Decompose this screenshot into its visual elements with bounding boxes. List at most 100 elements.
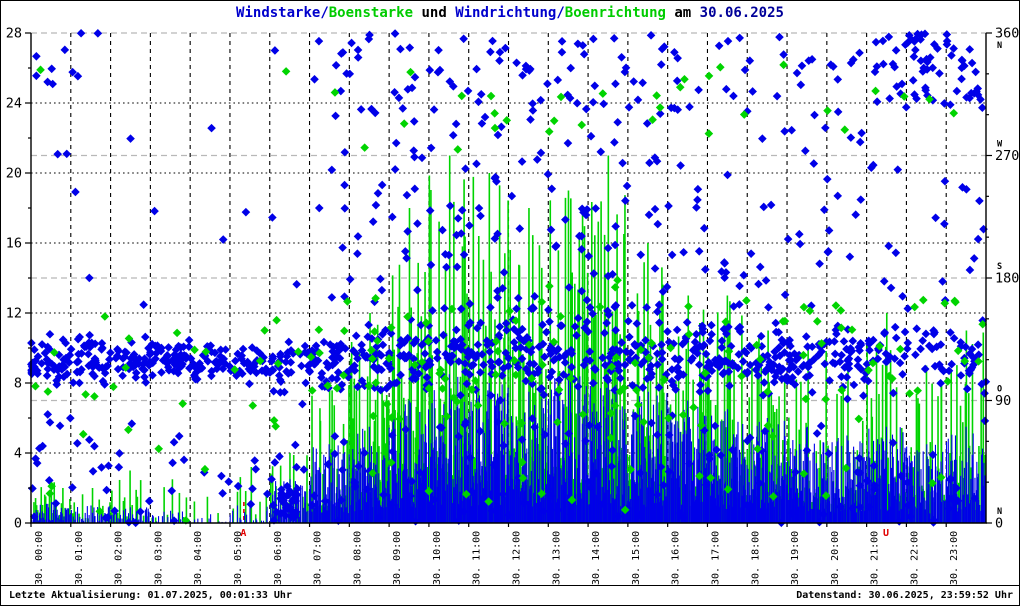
- wind-direction-point: [936, 378, 945, 388]
- wind-direction-point: [85, 330, 94, 340]
- wind-direction-point: [588, 97, 598, 107]
- wind-direction-point: [241, 207, 251, 217]
- wind-direction-point: [723, 36, 733, 46]
- wind-direction-point: [766, 200, 776, 210]
- wind-direction-point: [792, 68, 802, 78]
- wind-direction-point: [807, 388, 817, 397]
- wind-direction-point: [610, 138, 619, 147]
- wind-direction-point: [532, 155, 542, 164]
- gust-direction-point: [545, 281, 554, 291]
- wind-direction-point: [338, 243, 347, 252]
- wind-direction-point: [885, 94, 894, 103]
- wind-direction-point: [625, 332, 634, 342]
- wind-direction-point: [971, 67, 980, 77]
- wind-direction-point: [780, 290, 790, 300]
- gust-direction-point: [502, 116, 512, 125]
- wind-direction-point: [331, 60, 341, 70]
- wind-direction-point: [353, 53, 363, 62]
- left-axis-label-16: 16: [6, 236, 22, 252]
- x-axis-label-17: 30. 17:00: [710, 531, 721, 585]
- wind-direction-point: [581, 104, 591, 114]
- wind-direction-point: [952, 86, 962, 96]
- wind-direction-point: [685, 102, 694, 112]
- gust-direction-point: [577, 120, 587, 130]
- wind-direction-point: [843, 394, 852, 404]
- gust-direction-point: [913, 386, 922, 395]
- gust-direction-point: [821, 394, 831, 404]
- wind-direction-point: [962, 384, 972, 394]
- wind-direction-point: [440, 303, 449, 313]
- wind-direction-point: [429, 105, 439, 114]
- gust-direction-point: [871, 86, 880, 96]
- wind-direction-point: [75, 378, 84, 388]
- gust-direction-point: [314, 325, 324, 335]
- wind-direction-point: [269, 386, 278, 396]
- gust-direction-point: [549, 116, 559, 126]
- wind-direction-point: [115, 449, 124, 458]
- wind-direction-point: [650, 204, 660, 214]
- wind-direction-point: [314, 36, 324, 46]
- wind-direction-point: [73, 439, 82, 448]
- wind-direction-point: [495, 56, 504, 65]
- wind-direction-point: [398, 104, 408, 113]
- wind-direction-point: [459, 34, 468, 44]
- wind-direction-point: [104, 461, 113, 471]
- wind-direction-point: [714, 41, 724, 51]
- wind-direction-point: [368, 217, 378, 227]
- wind-direction-point: [912, 324, 922, 333]
- wind-direction-point: [351, 331, 361, 341]
- gust-direction-point: [490, 109, 499, 118]
- wind-direction-point: [911, 45, 920, 55]
- wind-direction-point: [758, 134, 767, 143]
- left-axis-label-8: 8: [14, 376, 22, 392]
- wind-direction-point: [622, 181, 632, 191]
- wind-direction-point: [390, 165, 400, 174]
- wind-direction-point: [485, 347, 494, 357]
- wind-direction-point: [780, 127, 789, 136]
- wind-direction-point: [824, 247, 833, 256]
- wind-direction-point: [251, 464, 261, 474]
- wind-direction-point: [740, 65, 750, 75]
- x-axis-label-2: 30. 02:00: [114, 531, 125, 585]
- wind-direction-point: [377, 285, 387, 295]
- wind-direction-point: [246, 499, 256, 509]
- wind-direction-point: [144, 496, 154, 506]
- wind-direction-point: [801, 146, 810, 156]
- gust-direction-point: [505, 306, 514, 316]
- wind-direction-point: [657, 340, 666, 349]
- wind-direction-point: [613, 117, 622, 127]
- wind-direction-point: [403, 227, 412, 236]
- right-axis-label-180: 180: [995, 271, 1019, 287]
- wind-direction-point: [42, 371, 52, 380]
- gust-direction-point: [556, 92, 566, 102]
- wind-direction-point: [632, 319, 642, 328]
- wind-direction-point: [376, 274, 385, 284]
- gust-direction-point: [473, 401, 483, 410]
- wind-direction-point: [591, 204, 600, 213]
- gust-direction-point: [395, 414, 404, 424]
- wind-direction-point: [528, 99, 537, 108]
- wind-direction-point: [935, 69, 944, 78]
- wind-direction-point: [787, 125, 796, 135]
- wind-direction-point: [810, 110, 819, 120]
- gust-direction-point: [330, 88, 340, 97]
- wind-direction-point: [931, 213, 940, 223]
- wind-direction-point: [391, 138, 401, 148]
- wind-direction-point: [822, 174, 832, 184]
- compass-letter-S-180: S: [997, 262, 1002, 272]
- wind-direction-point: [353, 45, 363, 55]
- wind-direction-point: [857, 128, 866, 138]
- wind-direction-point: [846, 133, 856, 142]
- wind-direction-point: [218, 489, 227, 498]
- wind-direction-point: [292, 279, 302, 289]
- wind-direction-point: [476, 89, 486, 99]
- wind-direction-point: [409, 146, 419, 155]
- wind-direction-point: [909, 52, 919, 61]
- x-axis-label-9: 30. 09:00: [392, 531, 403, 585]
- right-axis-label-90: 90: [995, 393, 1011, 409]
- left-axis-label-24: 24: [6, 96, 22, 112]
- wind-direction-point: [769, 377, 779, 387]
- title-segment-6: 30.06.2025: [699, 5, 784, 21]
